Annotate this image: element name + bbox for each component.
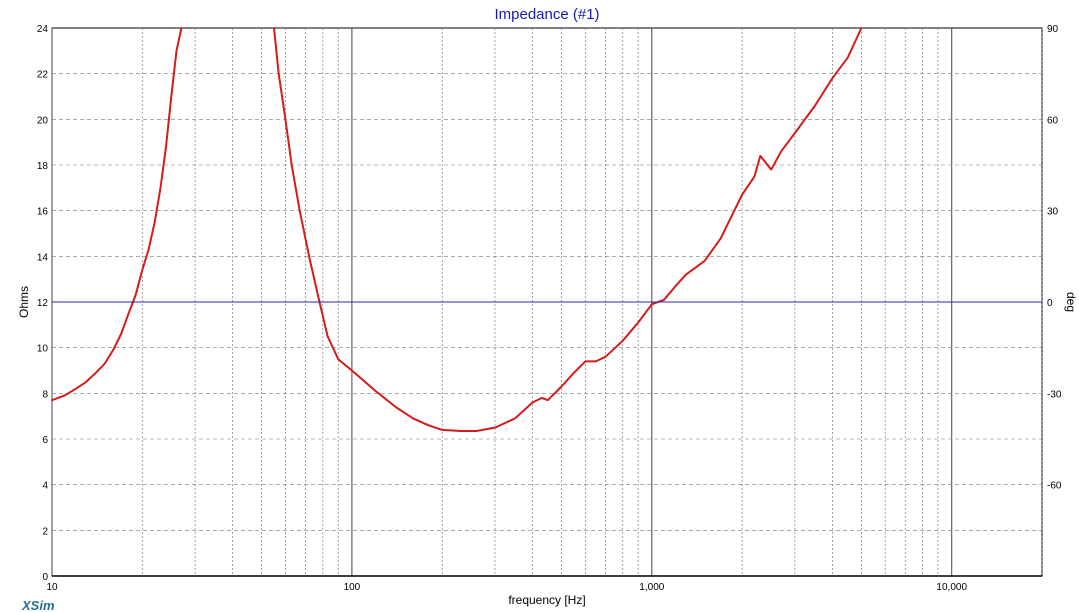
y2-tick-label: 90 <box>1047 24 1059 35</box>
app-brand-logo: XSim <box>21 598 55 612</box>
y-tick-label: 12 <box>37 298 49 309</box>
y-tick-label: 22 <box>37 70 49 81</box>
y-tick-label: 6 <box>42 435 48 446</box>
y-tick-label: 8 <box>42 389 48 400</box>
data-series <box>51 27 1043 432</box>
y2-tick-label: 60 <box>1047 115 1059 126</box>
x-tick-label: 10,000 <box>936 582 967 593</box>
y-tick-label: 2 <box>42 526 48 537</box>
x-tick-label: 1,000 <box>639 582 664 593</box>
y2-tick-label: -30 <box>1047 389 1062 400</box>
y-tick-label: 18 <box>37 161 49 172</box>
y-tick-label: 24 <box>37 24 49 35</box>
y-tick-label: 4 <box>42 481 48 492</box>
x-tick-label: 10 <box>46 582 58 593</box>
impedance-series-line-1 <box>51 27 183 402</box>
y2-axis-label: deg <box>1064 292 1078 312</box>
y-tick-label: 20 <box>37 115 49 126</box>
y-tick-label: 14 <box>37 252 49 263</box>
impedance-series-line-2 <box>273 27 863 432</box>
y-tick-label: 10 <box>37 344 49 355</box>
y2-tick-label: 0 <box>1047 298 1053 309</box>
y2-tick-label: 30 <box>1047 207 1059 218</box>
y-axis-label: Ohms <box>17 286 31 318</box>
x-tick-label: 100 <box>344 582 361 593</box>
chart-title: Impedance (#1) <box>494 6 599 23</box>
x-axis-label: frequency [Hz] <box>508 593 585 607</box>
y-tick-label: 0 <box>42 572 48 583</box>
y2-tick-label: -60 <box>1047 481 1062 492</box>
y-tick-label: 16 <box>37 207 49 218</box>
